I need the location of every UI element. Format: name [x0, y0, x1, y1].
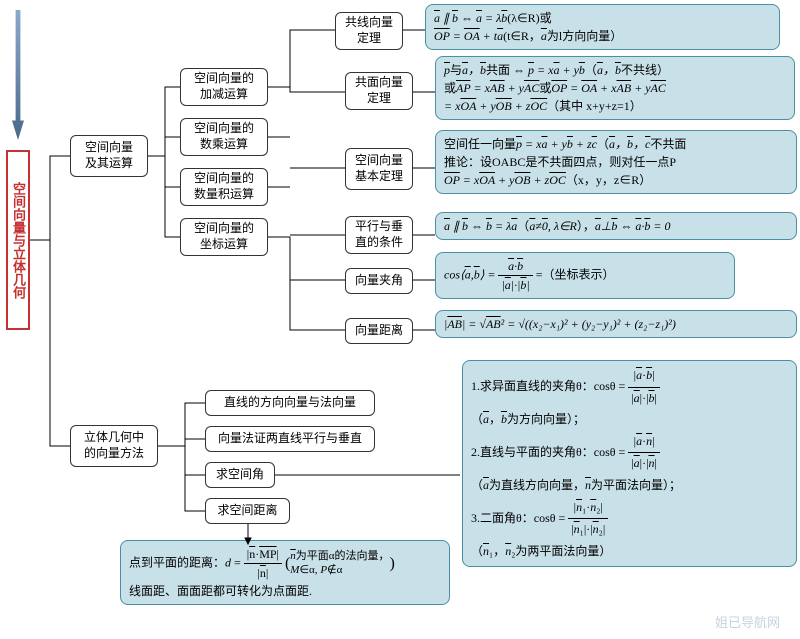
formula-distance: |AB| = √AB² = √((x₂−x₁)² + (y₂−y₁)² + (z… [435, 310, 797, 338]
node-theorem-coplanar: 共面向量 定理 [345, 72, 413, 110]
root-title: 空间向量与立体几何 [6, 150, 30, 330]
node-op-scalar: 空间向量的 数乘运算 [180, 118, 268, 156]
formula-coplanar: p与a，b共面 ⇔ p = xa + yb（a，b不共线） 或AP = xAB … [435, 56, 795, 120]
formula-angle: cos⟨a,b⟩ = a·b|a|·|b| =（坐标表示） [435, 252, 735, 299]
formula-parallel-perp: a ∥ b ⇔ b = λa（a≠0, λ∈R），a⊥b ⇔ a·b = 0 [435, 212, 797, 240]
formula-angles-summary: 1.求异面直线的夹角θ：cosθ = |a·b||a|·|b| （a，b为方向向… [462, 360, 797, 567]
node-solid-geom-methods: 立体几何中 的向量方法 [70, 425, 158, 467]
formula-collinear: a ∥ b ⇔ a = λb(λ∈R)或 OP = OA + ta(t∈R，a为… [425, 4, 780, 50]
node-space-distance: 求空间距离 [205, 498, 290, 524]
node-parallel-perp-proof: 向量法证两直线平行与垂直 [205, 426, 375, 452]
node-op-coord: 空间向量的 坐标运算 [180, 218, 268, 256]
node-space-angle: 求空间角 [205, 462, 275, 488]
node-parallel-perp: 平行与垂 直的条件 [345, 216, 413, 254]
node-vector-angle: 向量夹角 [345, 268, 413, 294]
node-theorem-collinear: 共线向量 定理 [335, 12, 403, 50]
node-vector-distance: 向量距离 [345, 318, 413, 344]
node-op-addsub: 空间向量的 加减运算 [180, 68, 268, 106]
node-dir-normal: 直线的方向向量与法向量 [205, 390, 375, 416]
node-op-dot: 空间向量的 数量积运算 [180, 168, 268, 206]
formula-basic-theorem: 空间任一向量p = xa + yb + zc（a，b，c不共面 推论：设OABC… [435, 130, 797, 194]
root-arrow [12, 10, 24, 140]
node-space-vector-ops: 空间向量 及其运算 [70, 135, 148, 177]
node-theorem-basic: 空间向量 基本定理 [345, 148, 413, 190]
formula-point-plane-dist: 点到平面的距离：d = |n·MP||n| (n为平面α的法向量，M∈α, P∉… [120, 540, 450, 605]
watermark-text: 姐已导航网 [715, 612, 780, 631]
